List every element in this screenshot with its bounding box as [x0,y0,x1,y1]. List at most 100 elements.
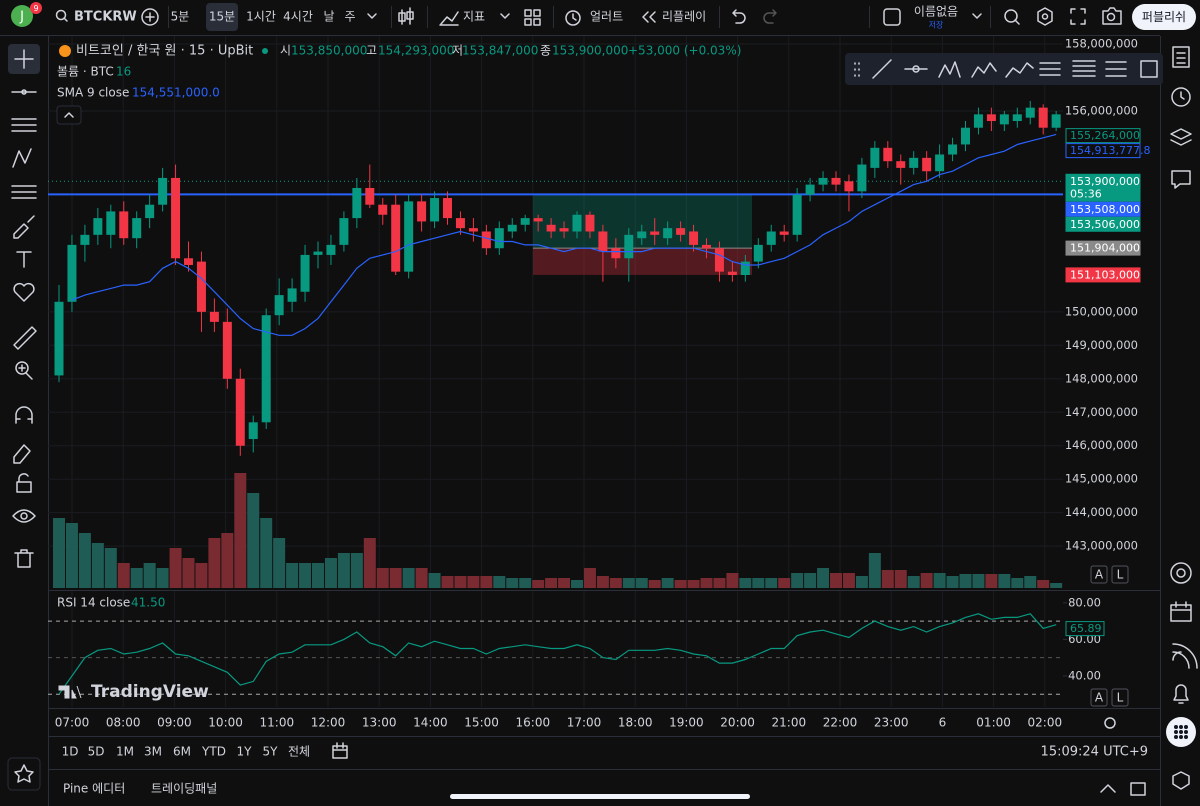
volume-label[interactable]: 볼륨 · BTC [57,65,114,79]
interval[interactable]: 5분 [171,10,190,24]
auto-scale[interactable] [1090,565,1108,584]
auto-scale[interactable] [1090,688,1108,707]
range-button[interactable]: 1D [62,745,79,759]
settings[interactable] [1037,7,1053,26]
dropdown[interactable] [500,13,510,19]
chart-type-icon[interactable] [398,7,414,25]
horizontal-ray[interactable] [904,65,928,73]
collapse-legend[interactable] [56,105,82,125]
x-tick-label: 10:00 [208,716,243,730]
more-apps-icon [1174,725,1188,739]
elliott[interactable] [971,62,997,78]
candle-body [209,311,219,322]
brush-tool[interactable] [13,215,35,239]
alert[interactable]: 얼러트 [590,10,623,24]
replay[interactable]: 리플레이 [662,10,706,24]
fib-channel[interactable] [1072,60,1096,77]
interval[interactable]: 주 [344,10,355,24]
publish-button[interactable] [1132,4,1196,30]
volume-bar [247,493,260,588]
footer-tab[interactable]: 트레이딩패널 [151,782,217,796]
screener[interactable] [1170,562,1192,584]
range-button[interactable]: 6M [173,745,191,759]
indicators[interactable]: 지표 [463,10,485,24]
lock-tool[interactable] [16,473,32,493]
news[interactable] [1172,643,1198,669]
drag-handle[interactable] [854,62,860,77]
help[interactable] [1172,771,1190,790]
volume-bar [91,543,104,588]
clock[interactable]: 15:09:24 UTC+9 [1041,745,1148,760]
calendar[interactable] [1170,601,1192,622]
footer-tab[interactable]: Pine 에디터 [63,782,125,796]
interval[interactable]: 날 [323,10,334,24]
watchlist-toggle[interactable] [7,757,41,791]
text-tool[interactable] [16,251,32,268]
magnet-tool[interactable] [15,406,33,424]
axis-settings[interactable] [1104,717,1116,729]
measure-tool[interactable] [13,326,37,350]
pattern-tool[interactable] [12,148,32,168]
keep-drawing[interactable] [13,444,31,464]
search-icon [63,17,68,22]
dropdown[interactable] [972,13,982,19]
y-tick-label: 148,000,000 [1065,371,1138,385]
maximize-panel[interactable] [1130,782,1146,796]
candle-body [326,244,336,255]
sma-label[interactable]: SMA 9 close [57,86,129,100]
range-button[interactable]: 1M [116,745,134,759]
chats[interactable] [1171,170,1191,189]
crosshair[interactable] [14,49,34,69]
zoom-tool[interactable] [15,361,29,375]
notifications[interactable] [1173,684,1189,704]
rectangle[interactable] [1140,60,1158,78]
watchlist[interactable] [1172,46,1190,68]
legend-title[interactable]: 비트코인 / 한국 원 · 15 · UpBit [76,44,253,59]
interval[interactable]: 1시간 [246,10,276,24]
layouts-icon[interactable] [524,9,541,26]
pattern[interactable] [938,61,961,78]
fullscreen[interactable] [1070,8,1086,25]
visibility-tool[interactable] [12,509,36,523]
avatar[interactable] [11,5,33,27]
trend-line[interactable] [872,59,892,79]
favorites-tool[interactable] [13,282,35,302]
gann[interactable] [1105,61,1127,77]
log-scale[interactable] [1111,565,1129,584]
range-button[interactable]: 전체 [288,745,310,759]
fib-tool[interactable] [11,118,37,132]
rsi-label[interactable]: RSI 14 close [57,596,130,610]
interval[interactable]: 15분 [209,10,235,24]
redo[interactable] [763,9,777,24]
range-button[interactable]: 1Y [237,745,253,759]
candle-body [857,164,867,192]
screenshot[interactable] [1102,7,1122,25]
price-label: 154,913,777.8 [1070,144,1150,157]
expand-panel[interactable] [1100,784,1116,793]
prediction-tool[interactable] [11,185,37,199]
range-button[interactable]: 5D [88,745,105,759]
object-tree[interactable] [1170,128,1192,146]
go-to-date[interactable] [332,742,348,759]
fib[interactable] [1039,62,1061,76]
delete-tool[interactable] [14,549,34,568]
volume-bar [959,574,972,588]
log-scale[interactable] [1111,688,1129,707]
symbol[interactable]: BTCKRW [74,10,137,25]
layout-checkbox[interactable] [883,8,901,26]
volume-bar [881,570,894,588]
search-icon[interactable] [55,9,67,21]
undo[interactable] [732,9,746,24]
range-button[interactable]: YTD [201,745,226,759]
line-tool[interactable] [11,89,37,95]
alerts[interactable] [1171,87,1191,107]
layout-name[interactable]: 이름없음 [914,5,958,19]
dropdown[interactable] [367,13,377,19]
quick-search[interactable] [1004,9,1018,23]
range-button[interactable]: 5Y [263,745,279,759]
range-button[interactable]: 3M [144,745,162,759]
elliott-numbers[interactable] [1005,62,1034,78]
volume-bar [571,580,583,588]
add-symbol[interactable] [141,8,159,26]
interval[interactable]: 4시간 [283,10,313,24]
